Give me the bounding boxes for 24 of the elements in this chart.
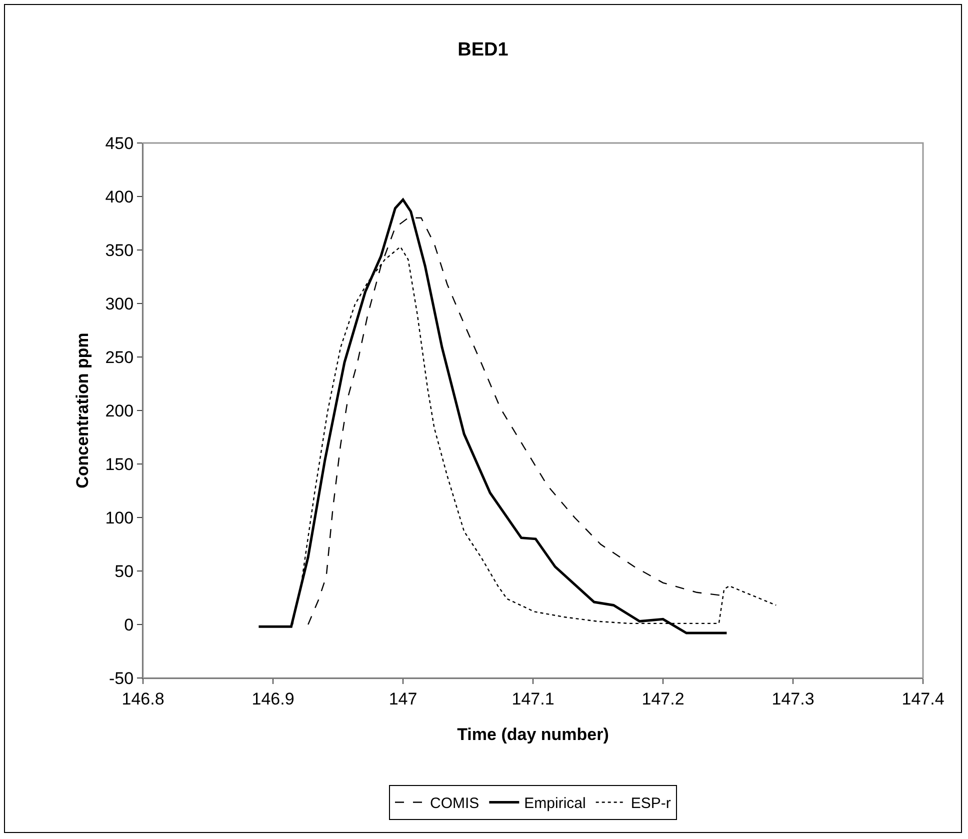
x-tick-label: 147.2 [642, 689, 684, 708]
y-tick-label: 50 [114, 562, 134, 581]
x-tick-label: 147.3 [772, 689, 814, 708]
y-tick-label: 300 [105, 294, 134, 314]
y-tick-label: 350 [105, 240, 134, 260]
legend-label: COMIS [430, 795, 480, 812]
y-tick-label: -50 [109, 668, 134, 688]
y-tick-label: 400 [105, 187, 134, 206]
x-tick-label: 147 [388, 689, 418, 708]
y-tick-label: 150 [105, 454, 134, 474]
x-tick-label: 146.8 [122, 689, 164, 708]
y-tick-label: 0 [124, 615, 134, 634]
x-axis-title: Time (day number) [457, 724, 609, 744]
y-tick-label: 100 [105, 508, 134, 528]
x-tick-label: 147.1 [512, 689, 554, 708]
x-tick-label: 147.4 [902, 689, 944, 708]
y-axis-title: Concentration ppm [72, 332, 92, 488]
chart-title: BED1 [458, 40, 509, 61]
legend-label: ESP-r [630, 795, 671, 812]
y-tick-label: 200 [105, 401, 134, 420]
legend-label: Empirical [524, 795, 586, 812]
y-tick-label: 450 [105, 134, 134, 153]
x-tick-label: 146.9 [252, 689, 294, 708]
y-tick-label: 250 [105, 348, 134, 367]
